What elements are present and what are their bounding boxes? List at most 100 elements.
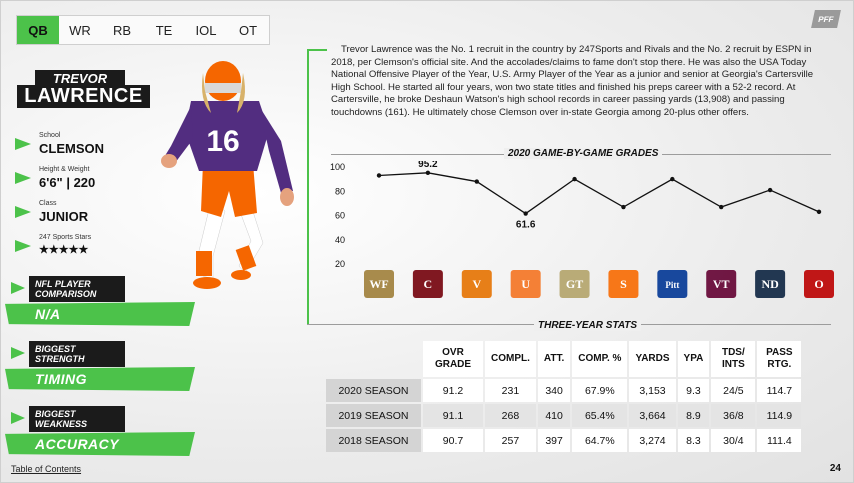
team-logo-label: WF [369, 277, 388, 291]
tab-te[interactable]: TE [155, 22, 173, 38]
header-ypa: YPA [677, 341, 710, 377]
position-tabs: QB WR RB TE IOL OT [16, 15, 270, 45]
season-label: 2020 SEASON [326, 379, 421, 402]
grade-point [621, 204, 626, 210]
table-of-contents-link[interactable]: Table of Contents [11, 464, 82, 474]
badge-value: ACCURACY [5, 432, 195, 456]
header-yards: YARDS [629, 341, 676, 377]
cell: 36/8 [711, 404, 756, 427]
cell: 114.7 [757, 379, 802, 402]
grade-line [378, 172, 820, 215]
triangle-icon [15, 172, 31, 184]
badge-header: NFL PLAYER COMPARISON [29, 276, 125, 302]
header-att: ATT. [537, 341, 571, 377]
header-tds-ints: TDS/ INTS [711, 341, 756, 377]
triangle-icon [11, 412, 25, 424]
team-logo [559, 270, 590, 298]
season-label: 2018 SEASON [326, 429, 421, 452]
header-compl: COMPL. [485, 341, 536, 377]
info-value: CLEMSON [39, 141, 104, 156]
cell: 64.7% [572, 429, 628, 452]
triangle-icon [11, 282, 25, 294]
grade-point [670, 176, 675, 182]
tab-rb[interactable]: RB [112, 22, 132, 38]
player-first-name: TREVOR [35, 70, 125, 87]
grade-point [425, 170, 431, 176]
grade-point [767, 187, 773, 193]
header-pass-rtg: PASS RTG. [757, 341, 802, 377]
triangle-icon [11, 347, 25, 359]
cell: 24/5 [711, 379, 756, 402]
info-value: 6'6" | 220 [39, 175, 96, 190]
team-logo [657, 270, 688, 298]
player-photo: 16 [161, 61, 294, 289]
info-label: School [39, 132, 61, 139]
cell: 65.4% [572, 404, 628, 427]
tab-wr[interactable]: WR [69, 22, 91, 38]
team-logo [510, 270, 541, 298]
season-label: 2019 SEASON [326, 404, 421, 427]
tab-iol[interactable]: IOL [195, 22, 217, 38]
team-logo-label: U [521, 277, 530, 291]
y-tick-label: 100 [330, 162, 345, 172]
grade-point [474, 179, 479, 184]
stats-title: THREE-YEAR STATS [534, 320, 642, 331]
header-blank [326, 341, 421, 377]
data-label: 61.6 [516, 220, 536, 231]
grade-point [523, 211, 528, 216]
triangle-icon [15, 240, 31, 252]
svg-text:16: 16 [206, 125, 239, 158]
y-tick-label: 20 [335, 259, 345, 269]
cell: 268 [485, 404, 536, 427]
game-grades-chart: 20 40 60 80 100 95.2 61.6 WF C V U GT S Pitt VT ND O [330, 161, 834, 298]
team-logo [412, 270, 443, 298]
vertical-accent-line [307, 49, 309, 325]
triangle-icon [15, 138, 31, 150]
cell: 3,274 [629, 429, 676, 452]
cell: 9.3 [677, 379, 710, 402]
pff-logo: PFF [811, 10, 841, 28]
cell: 257 [485, 429, 536, 452]
info-label: 247 Sports Stars [39, 234, 92, 241]
table-row: 2018 SEASON 90.7 257 397 64.7% 3,274 8.3… [326, 429, 802, 452]
cell: 340 [537, 379, 571, 402]
cell: 8.3 [677, 429, 710, 452]
bio-accent-line [307, 49, 327, 51]
cell: 231 [485, 379, 536, 402]
triangle-icon [15, 206, 31, 218]
team-logo [755, 270, 786, 298]
cell: 410 [537, 404, 571, 427]
table-header-row: OVR GRADE COMPL. ATT. COMP. % YARDS YPA … [326, 341, 802, 377]
table-row: 2019 SEASON 91.1 268 410 65.4% 3,664 8.9… [326, 404, 802, 427]
page-number: 24 [829, 463, 841, 474]
team-logo-label: O [814, 277, 823, 291]
cell: 3,153 [629, 379, 676, 402]
team-logo [461, 270, 492, 298]
badge-value: N/A [5, 302, 195, 326]
cell: 114.9 [757, 404, 802, 427]
data-label: 95.2 [418, 161, 438, 170]
star-rating: ★★★★★ [39, 244, 89, 256]
cell: 91.1 [423, 404, 483, 427]
header-ovr-grade: OVR GRADE [423, 341, 483, 377]
info-label: Class [39, 200, 57, 207]
info-label: Height & Weight [39, 166, 90, 173]
grade-point [816, 209, 822, 215]
y-tick-label: 60 [335, 211, 345, 221]
tab-qb[interactable]: QB [17, 16, 59, 44]
cell: 90.7 [423, 429, 483, 452]
team-logo-label: ND [761, 277, 779, 291]
info-value: JUNIOR [39, 209, 89, 224]
cell: 8.9 [677, 404, 710, 427]
team-logo-label: S [620, 277, 627, 291]
grade-point [572, 176, 577, 182]
tab-ot[interactable]: OT [238, 22, 258, 38]
player-last-name: LAWRENCE [17, 85, 150, 108]
y-tick-label: 80 [335, 186, 345, 196]
table-row: 2020 SEASON 91.2 231 340 67.9% 3,153 9.3… [326, 379, 802, 402]
y-tick-label: 40 [335, 235, 345, 245]
team-logo [706, 270, 737, 298]
badge-header: BIGGEST WEAKNESS [29, 406, 125, 432]
cell: 397 [537, 429, 571, 452]
